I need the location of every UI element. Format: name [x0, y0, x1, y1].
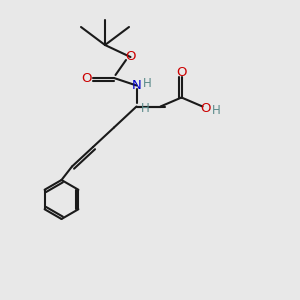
Text: O: O	[82, 71, 92, 85]
Text: H: H	[212, 103, 220, 117]
Text: O: O	[125, 50, 136, 64]
Text: O: O	[200, 101, 211, 115]
Text: N: N	[132, 79, 141, 92]
Text: O: O	[176, 65, 187, 79]
Text: H: H	[142, 76, 152, 90]
Text: H: H	[141, 102, 150, 116]
